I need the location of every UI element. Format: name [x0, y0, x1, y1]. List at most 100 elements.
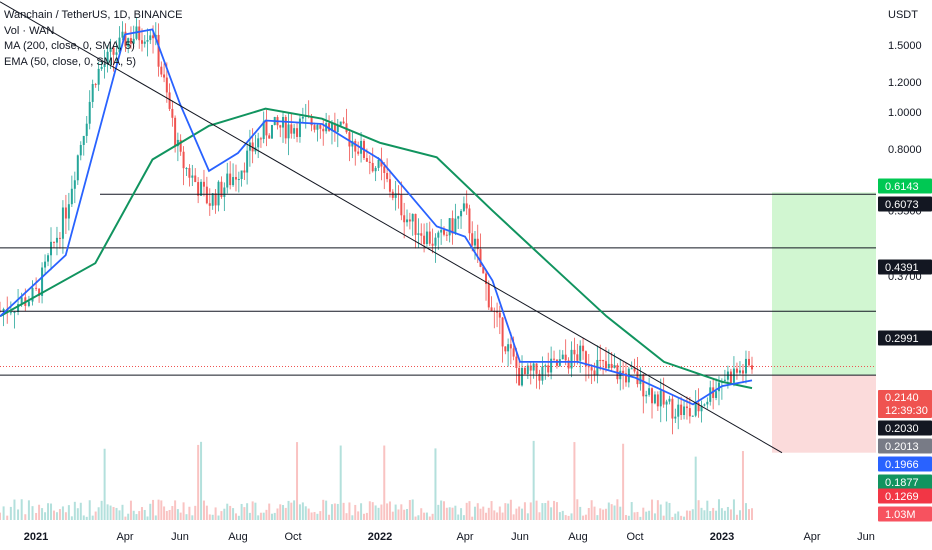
- volume-bar: [633, 512, 636, 520]
- candle-body: [688, 408, 691, 417]
- volume-bar: [79, 502, 82, 520]
- volume-bar: [163, 506, 166, 520]
- volume-bar: [254, 502, 257, 520]
- price-tag-text: 0.6073: [885, 199, 919, 211]
- candle-body: [328, 123, 331, 131]
- candle-body: [47, 255, 50, 262]
- volume-bar: [368, 501, 371, 520]
- volume-bar: [273, 512, 276, 520]
- volume-bar: [47, 503, 50, 520]
- candle-body: [584, 351, 587, 367]
- candle-body: [176, 139, 179, 147]
- candle-body: [747, 358, 750, 366]
- volume-bar: [342, 502, 345, 520]
- candle-body: [723, 379, 726, 381]
- volume-bar: [220, 511, 223, 520]
- volume-bar: [408, 500, 411, 520]
- candle-body: [599, 359, 602, 361]
- volume-bar: [547, 500, 550, 520]
- volume-bar: [411, 499, 414, 520]
- candle-body: [330, 123, 333, 131]
- candle-body: [576, 354, 579, 361]
- candle-body: [322, 128, 325, 132]
- volume-bar: [732, 499, 735, 520]
- volume-bar: [434, 448, 437, 520]
- candle-body: [55, 237, 58, 243]
- volume-bar: [703, 510, 706, 520]
- price-tick-label: 0.8000: [888, 144, 922, 156]
- candle-body: [677, 404, 680, 417]
- volume-bar: [576, 499, 579, 520]
- volume-bar: [360, 503, 363, 520]
- price-tag-text: 0.6143: [885, 181, 919, 193]
- volume-bar: [659, 504, 662, 520]
- legend-symbol-title[interactable]: Wanchain / TetherUS, 1D, BINANCE: [4, 9, 183, 21]
- volume-bar: [529, 502, 532, 520]
- candle-body: [651, 388, 654, 404]
- volume-bar: [564, 515, 567, 520]
- candle-body: [152, 35, 155, 39]
- candle-body: [298, 118, 301, 137]
- candle-body: [431, 243, 434, 246]
- volume-bar: [330, 504, 333, 520]
- candle-body: [715, 391, 718, 398]
- candle-body: [729, 371, 732, 383]
- volume-bar: [91, 515, 94, 520]
- candle-body: [279, 125, 282, 128]
- candle-body: [541, 366, 544, 381]
- volume-bar: [688, 510, 691, 520]
- candle-body: [287, 124, 290, 139]
- volume-bar: [616, 499, 619, 520]
- legend-volume[interactable]: Vol · WAN: [4, 24, 55, 37]
- candle-body: [434, 237, 437, 246]
- volume-bar: [579, 506, 582, 520]
- volume-bar: [243, 507, 246, 520]
- candle-body: [85, 123, 88, 136]
- volume-bar: [229, 505, 232, 520]
- candle-body: [547, 365, 550, 373]
- time-tick-label: Aug: [568, 531, 588, 543]
- candle-body: [567, 360, 570, 369]
- price-tag-stop: [878, 488, 932, 504]
- candle-body: [91, 84, 94, 102]
- candle-body: [333, 123, 336, 133]
- candle-body: [371, 162, 374, 172]
- legend-ma-200[interactable]: MA (200, close, 0, SMA, 5): [4, 40, 135, 52]
- volume-bar: [168, 509, 171, 520]
- candle-body: [553, 358, 556, 360]
- time-tick-label: 2023: [710, 531, 734, 543]
- candle-body: [590, 367, 593, 371]
- loss-zone[interactable]: [772, 375, 876, 453]
- candle-body: [411, 213, 414, 222]
- volume-bar: [232, 508, 235, 520]
- legend-ema-50[interactable]: EMA (50, close, 0, SMA, 5): [4, 55, 137, 68]
- ma-200-line[interactable]: [0, 107, 753, 390]
- ema-50-line[interactable]: [0, 28, 753, 406]
- volume-bar: [333, 503, 336, 520]
- volume-bar: [423, 512, 426, 520]
- candle-body: [570, 349, 573, 369]
- candle-body: [246, 150, 249, 173]
- candle-body: [73, 180, 76, 189]
- profit-zone[interactable]: [772, 192, 876, 376]
- candle-body: [97, 68, 100, 85]
- candle-body: [607, 363, 610, 369]
- volume-bar: [471, 516, 474, 520]
- volume-bar: [132, 510, 135, 520]
- volume-bar: [400, 504, 403, 520]
- volume-bar: [627, 515, 630, 520]
- candle-body: [345, 123, 348, 133]
- candle-body: [41, 267, 44, 296]
- volume-bar: [561, 510, 564, 520]
- candle-body: [523, 367, 526, 374]
- candle-body: [257, 138, 260, 148]
- volume-bar: [319, 511, 322, 520]
- volume-bar: [428, 516, 431, 520]
- volume-bar: [683, 516, 686, 520]
- volume-bar: [691, 509, 694, 520]
- candle-body: [700, 405, 703, 412]
- trendline[interactable]: [0, 1, 783, 454]
- candle-body: [368, 161, 371, 163]
- candle-body: [132, 38, 135, 44]
